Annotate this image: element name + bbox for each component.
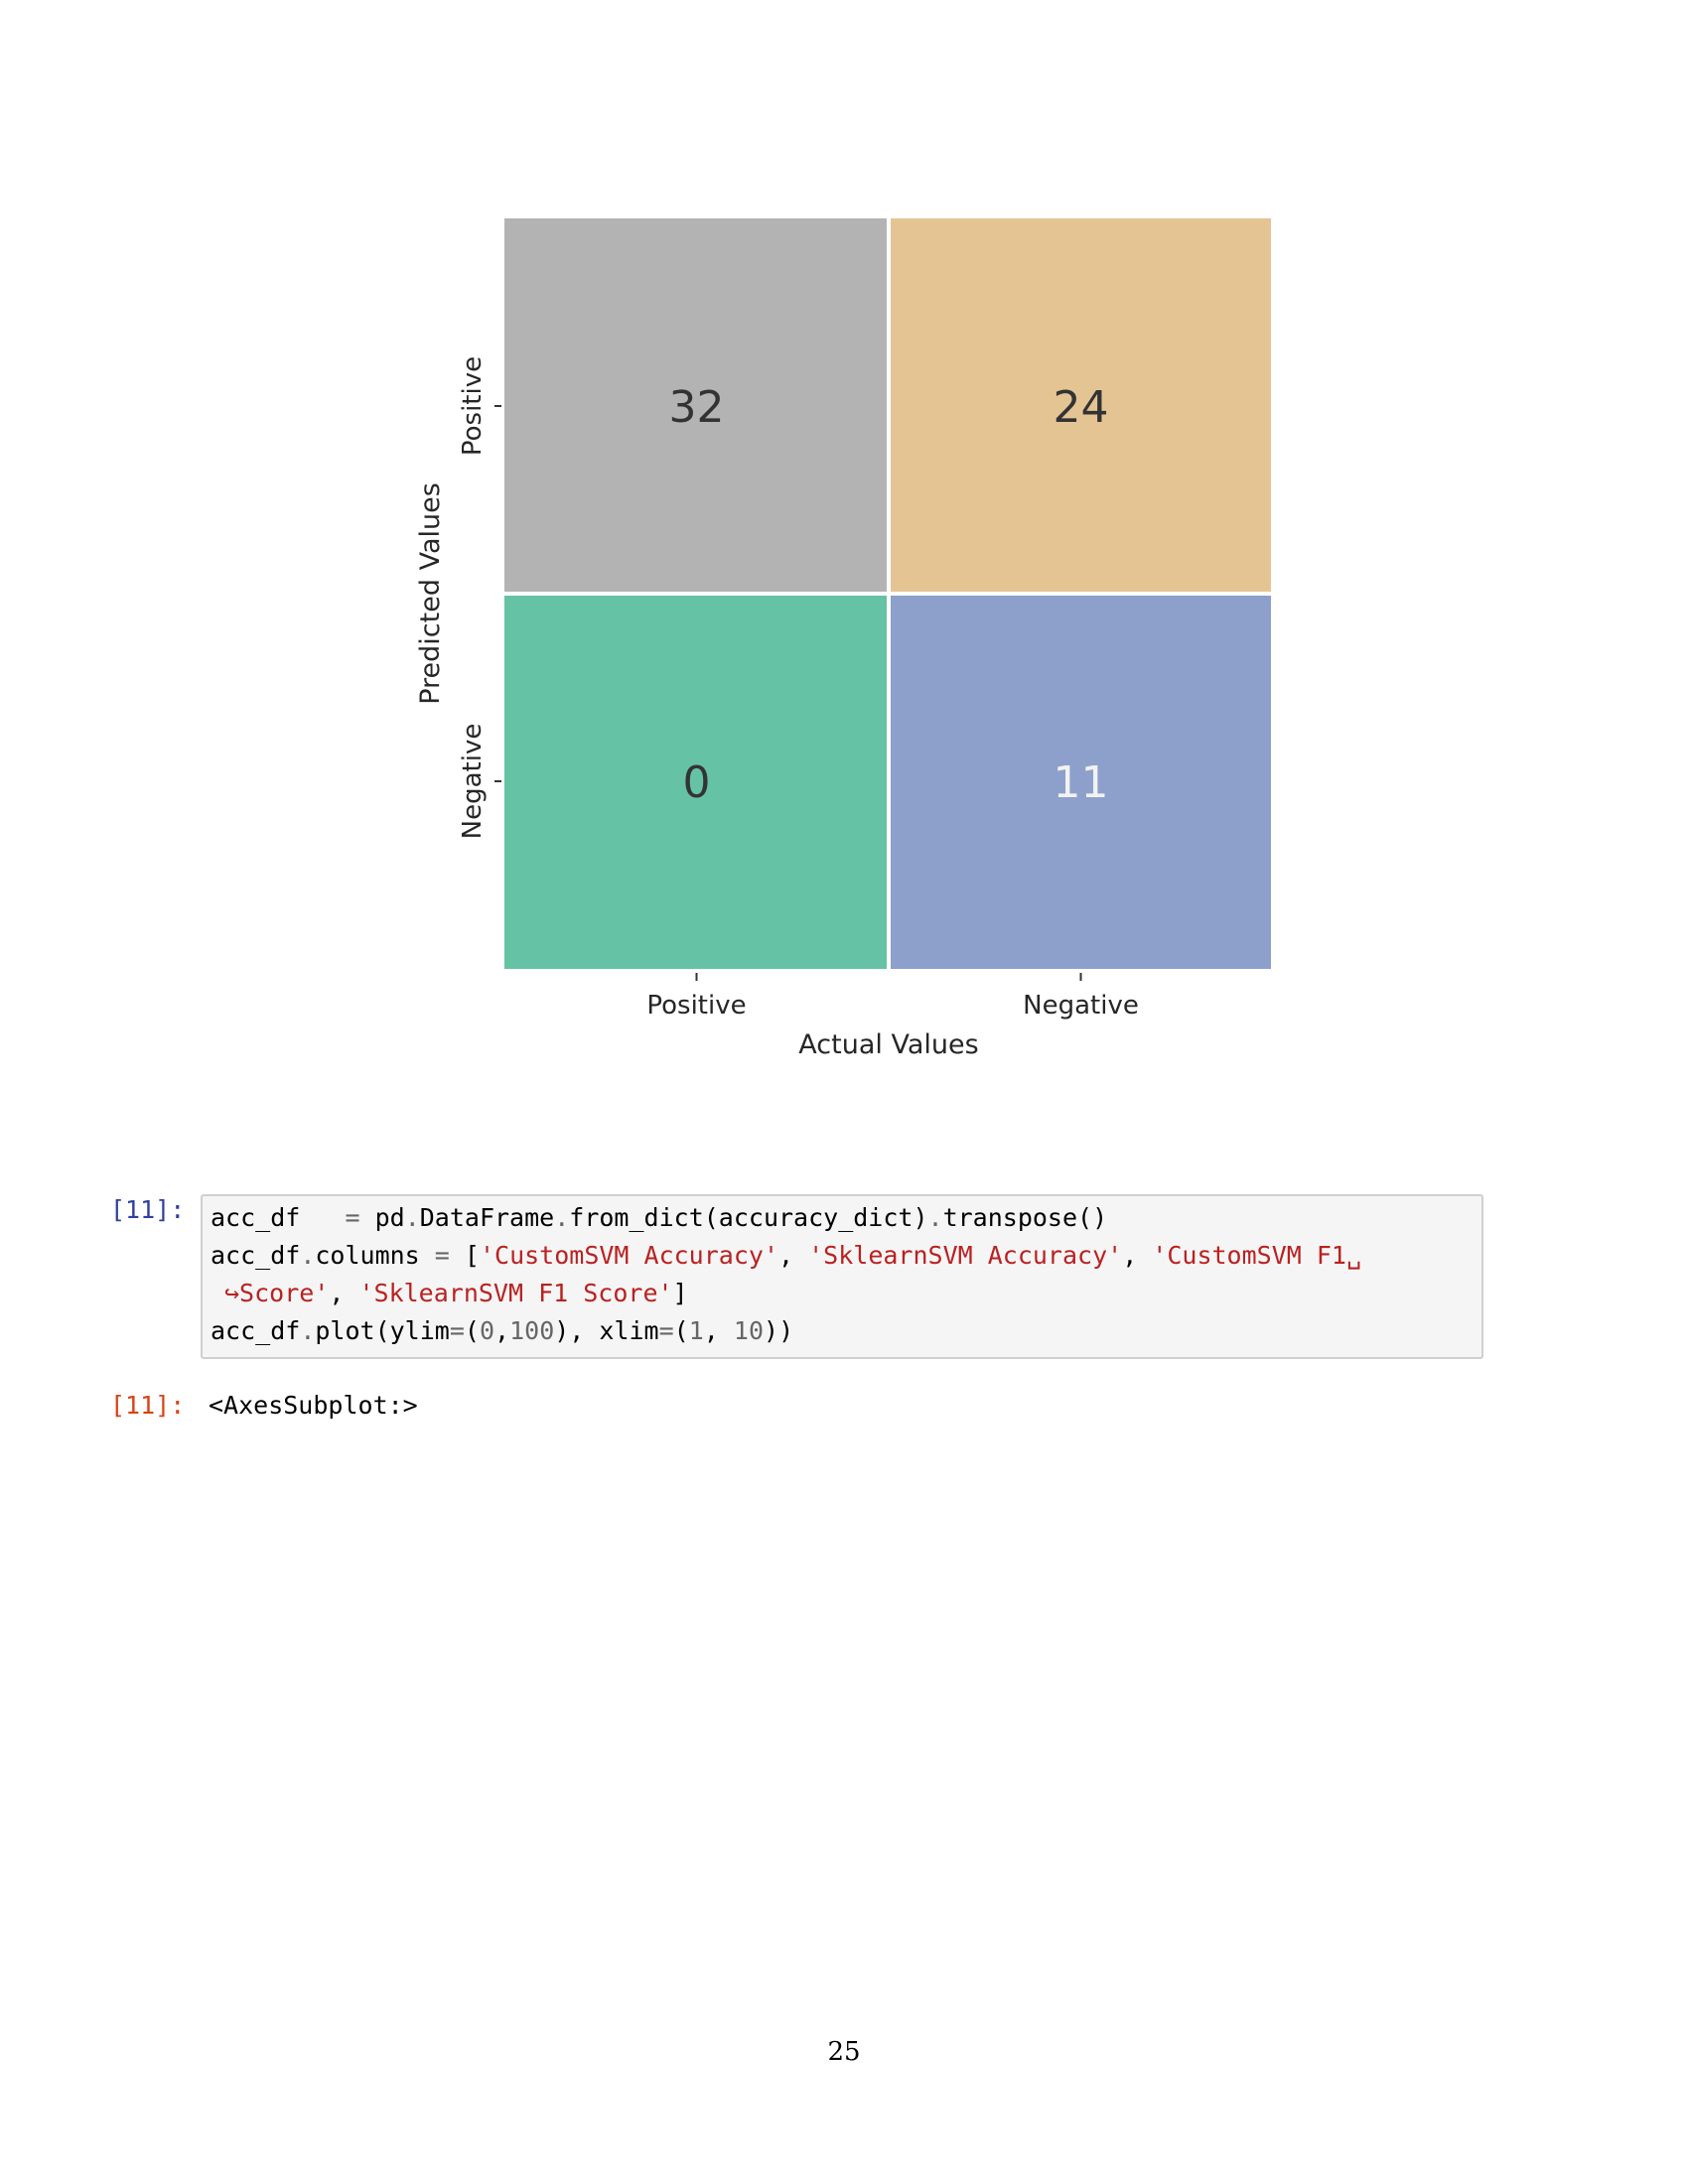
code-token: plot(ylim xyxy=(315,1316,450,1345)
code-token: , xyxy=(703,1316,734,1345)
code-token: ( xyxy=(673,1316,689,1345)
code-token: , xyxy=(778,1241,809,1270)
code-token: transpose() xyxy=(942,1203,1108,1232)
code-token: 'SklearnSVM F1 Score' xyxy=(358,1279,673,1307)
code-token: 1 xyxy=(688,1316,704,1345)
code-token: . xyxy=(927,1203,943,1232)
code-token: 'SklearnSVM Accuracy' xyxy=(808,1241,1123,1270)
code-token: 0 xyxy=(479,1316,495,1345)
code-token: [ xyxy=(449,1241,480,1270)
code-token: ↪Score' xyxy=(224,1279,330,1307)
code-token: 'CustomSVM F1␣ xyxy=(1152,1241,1362,1270)
x-axis-title: Actual Values xyxy=(798,1029,978,1060)
code-token: , xyxy=(329,1279,359,1307)
output-prompt: [11]: xyxy=(110,1391,186,1420)
code-token: acc_df xyxy=(211,1316,301,1345)
x-tick-label: Negative xyxy=(1023,991,1139,1021)
code-token: ] xyxy=(672,1279,688,1307)
code-token: acc_df xyxy=(211,1241,301,1270)
heatmap-cell-value: 32 xyxy=(669,382,725,433)
code-token: )) xyxy=(764,1316,794,1345)
y-axis-title: Predicted Values xyxy=(415,482,446,705)
heatmap-cell-value: 0 xyxy=(683,757,711,808)
code-token: 100 xyxy=(509,1316,555,1345)
heatmap-cell xyxy=(891,218,1271,592)
code-line: ↪Score', 'SklearnSVM F1 Score'] xyxy=(211,1275,1361,1312)
y-tick-label: Negative xyxy=(458,724,488,840)
x-tick-label: Positive xyxy=(646,991,746,1021)
code-token: . xyxy=(404,1203,420,1232)
code-token: 'CustomSVM Accuracy' xyxy=(479,1241,778,1270)
output-text: <AxesSubplot:> xyxy=(209,1391,418,1420)
code-line: acc_df.columns = ['CustomSVM Accuracy', … xyxy=(211,1237,1361,1275)
input-prompt: [11]: xyxy=(110,1195,186,1224)
heatmap-cell-value: 11 xyxy=(1054,757,1109,808)
code-token: = xyxy=(658,1316,674,1345)
heatmap-cell xyxy=(891,596,1271,969)
code-line: acc_df = pd.DataFrame.from_dict(accuracy… xyxy=(211,1199,1361,1237)
code-token: = xyxy=(434,1241,450,1270)
code-token: = xyxy=(449,1316,465,1345)
code-token: ( xyxy=(464,1316,480,1345)
code-cell[interactable]: acc_df = pd.DataFrame.from_dict(accuracy… xyxy=(201,1194,1483,1359)
code-token: DataFrame xyxy=(419,1203,555,1232)
code-token: pd xyxy=(374,1203,405,1232)
confusion-matrix-heatmap: 32 24 0 11 Positive Negative Positive Negative A… xyxy=(415,218,1271,1060)
code-token: ), xlim xyxy=(554,1316,659,1345)
code-token: . xyxy=(554,1203,570,1232)
code-token: = xyxy=(330,1203,375,1232)
heatmap-cell xyxy=(504,218,887,592)
code-token: . xyxy=(300,1241,316,1270)
code-token: from_dict(accuracy_dict) xyxy=(569,1203,928,1232)
code-token: 10 xyxy=(733,1316,765,1345)
code-token: . xyxy=(300,1316,316,1345)
code-line: acc_df.plot(ylim=(0,100), xlim=(1, 10)) xyxy=(211,1312,1361,1350)
code-token: acc_df xyxy=(211,1203,331,1232)
heatmap-cell xyxy=(504,596,887,969)
y-tick-label: Positive xyxy=(458,356,488,456)
code-text: acc_df = pd.DataFrame.from_dict(accuracy… xyxy=(211,1199,1361,1350)
code-token: , xyxy=(494,1316,510,1345)
page-number: 25 xyxy=(827,2037,861,2067)
code-token: columns xyxy=(315,1241,435,1270)
heatmap-cell-value: 24 xyxy=(1054,382,1109,433)
code-token: , xyxy=(1122,1241,1153,1270)
